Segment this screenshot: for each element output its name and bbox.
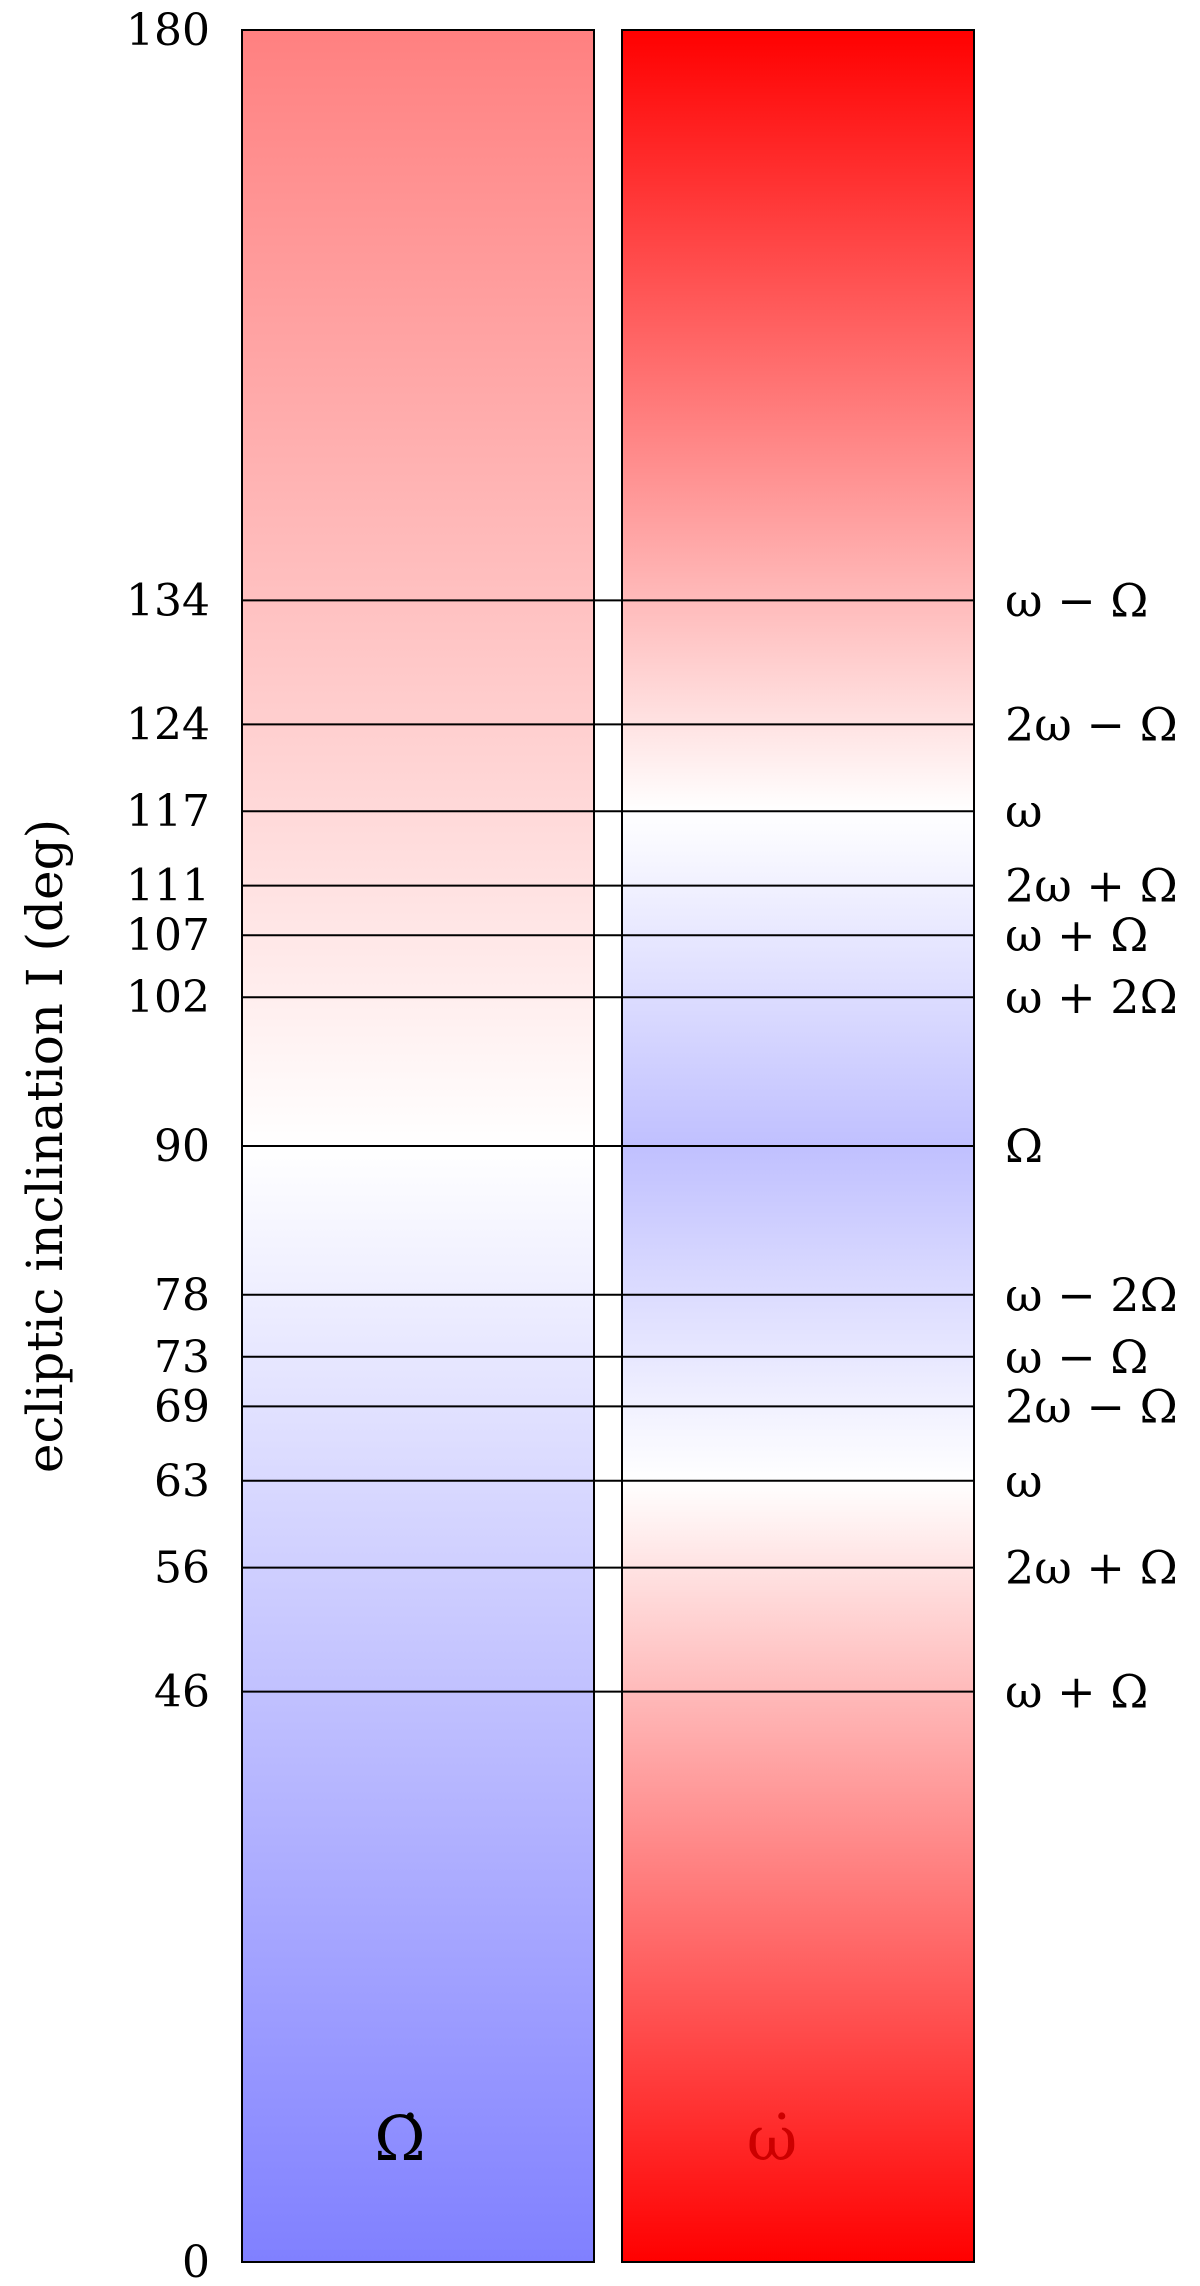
tick-label: 56 [154,1543,210,1594]
tick-label: 0 [182,2237,210,2286]
perihelion-rate-symbol: ω̇ [747,2102,798,2175]
resonance-label: ω − Ω [1005,1330,1148,1384]
resonance-lines [242,599,974,1693]
resonance-label: ω + 2Ω [1005,970,1178,1024]
tick-label: 63 [154,1456,210,1507]
tick-label: 102 [126,972,210,1023]
node-rate-symbol: Ω̇ [374,2102,425,2175]
resonance-label: ω − Ω [1005,573,1148,627]
tick-label: 111 [126,861,210,912]
tick-label: 180 [126,5,210,56]
resonance-label: ω [1005,784,1043,838]
tick-label: 46 [154,1667,210,1718]
tick-label: 134 [126,575,210,626]
resonance-label: 2ω − Ω [1005,697,1178,751]
tick-label: 69 [154,1381,210,1432]
tick-label: 124 [126,699,210,750]
resonance-label: ω + Ω [1005,1665,1148,1719]
resonance-label: 2ω − Ω [1005,1379,1178,1433]
resonance-label: ω − 2Ω [1005,1268,1178,1322]
tick-label: 107 [126,910,210,961]
resonance-label: Ω [1005,1119,1043,1173]
resonance-label: ω + Ω [1005,908,1148,962]
resonance-label: 2ω + Ω [1005,1541,1178,1595]
resonance-label: ω [1005,1454,1043,1508]
tick-label: 117 [126,786,210,837]
tick-label: 90 [154,1121,210,1172]
tick-label: 73 [154,1332,210,1383]
tick-label: 78 [154,1270,210,1321]
resonance-label: 2ω + Ω [1005,859,1178,913]
y-axis-label: ecliptic inclination I (deg) [16,819,74,1473]
